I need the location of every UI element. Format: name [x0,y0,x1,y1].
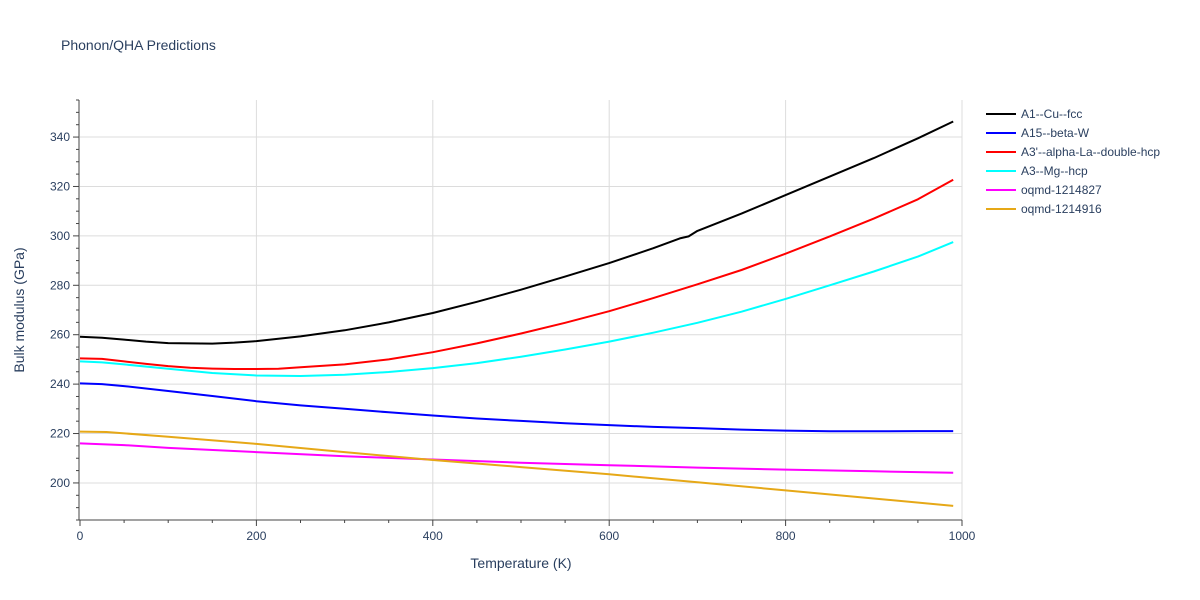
y-axis-title: Bulk modulus (GPa) [11,247,27,372]
series-line-4 [79,241,954,377]
x-tick-label: 800 [776,529,796,543]
x-tick-label: 1000 [949,529,976,543]
series-line-5 [79,442,954,474]
series-line-2 [79,382,954,433]
y-tick-label: 260 [50,328,70,342]
grid [80,100,963,520]
series-line-6 [79,430,954,507]
y-tick-label: 340 [50,130,70,144]
y-tick-label: 300 [50,229,70,243]
legend-label: A3--Mg--hcp [1021,164,1088,178]
series-line-1 [79,120,954,345]
legend-label: A15--beta-W [1021,126,1090,140]
legend-item[interactable]: A15--beta-W [986,126,1090,140]
legend-label: oqmd-1214827 [1021,183,1102,197]
x-tick-label: 200 [246,529,266,543]
y-tick-label: 280 [50,278,70,292]
chart-title: Phonon/QHA Predictions [61,37,216,53]
legend-label: oqmd-1214916 [1021,202,1102,216]
x-axis-title: Temperature (K) [470,555,571,571]
legend-item[interactable]: oqmd-1214827 [986,183,1102,197]
axes [78,100,962,521]
legend-item[interactable]: A3--Mg--hcp [986,164,1088,178]
y-tick-label: 320 [50,179,70,193]
legend[interactable]: A1--Cu--fcc A15--beta-W A3'--alpha-La--dou… [986,107,1160,216]
legend-item[interactable]: A1--Cu--fcc [986,107,1082,121]
y-tick-label: 240 [50,377,70,391]
legend-label: A3'--alpha-La--double-hcp [1021,145,1160,159]
legend-item[interactable]: A3'--alpha-La--double-hcp [986,145,1160,159]
series-layer [79,120,954,507]
series-line-3 [79,178,954,370]
x-tick-label: 400 [423,529,443,543]
legend-label: A1--Cu--fcc [1021,107,1082,121]
x-tick-label: 0 [77,529,84,543]
legend-item[interactable]: oqmd-1214916 [986,202,1102,216]
ticks: 0 200 400 600 800 1000 200 220 240 260 280 300 320 34… [50,99,976,543]
y-tick-label: 220 [50,427,70,441]
y-tick-label: 200 [50,476,70,490]
x-tick-label: 600 [599,529,619,543]
